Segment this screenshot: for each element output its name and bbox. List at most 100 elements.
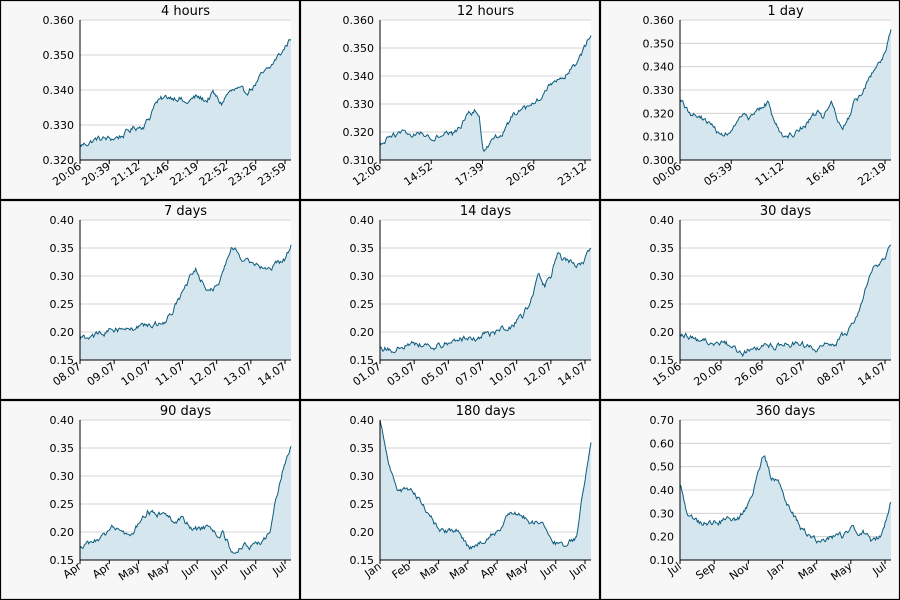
chart-title: 90 days bbox=[160, 404, 212, 419]
y-tick-label: 0.40 bbox=[50, 214, 75, 227]
series-area bbox=[680, 455, 891, 560]
chart-title: 1 day bbox=[767, 4, 804, 19]
y-tick-label: 0.320 bbox=[643, 107, 675, 120]
y-tick-label: 0.15 bbox=[350, 554, 375, 567]
series-line bbox=[79, 446, 292, 554]
y-tick-label: 0.310 bbox=[643, 131, 675, 144]
y-tick-label: 0.350 bbox=[343, 42, 375, 55]
y-tick-label: 0.25 bbox=[650, 298, 675, 311]
y-tick-label: 0.30 bbox=[50, 270, 75, 283]
y-tick-label: 0.350 bbox=[643, 37, 675, 50]
y-tick-label: 0.340 bbox=[43, 84, 75, 97]
series-area bbox=[680, 29, 891, 161]
y-tick-label: 0.25 bbox=[50, 298, 75, 311]
chart-panel: 12 hours 0.310 0.320 0.330 0.340 0.350 0.360 12… bbox=[300, 0, 600, 200]
chart-panel: 180 days 0.15 0.20 0.25 0.30 0.35 0.40 Jan Feb Ma… bbox=[300, 400, 600, 600]
y-tick-label: 0.35 bbox=[650, 242, 675, 255]
chart-svg: 1 day 0.300 0.310 0.320 0.330 0.340 0.350 0.360… bbox=[600, 0, 900, 200]
y-tick-label: 0.35 bbox=[350, 242, 375, 255]
y-tick-label: 0.320 bbox=[43, 154, 75, 167]
y-tick-label: 0.20 bbox=[650, 326, 675, 339]
chart-panel: 4 hours 0.320 0.330 0.340 0.350 0.360 20:06 20:… bbox=[0, 0, 300, 200]
y-tick-label: 0.25 bbox=[350, 498, 375, 511]
y-tick-label: 0.30 bbox=[650, 270, 675, 283]
y-tick-label: 0.360 bbox=[643, 14, 675, 27]
y-tick-label: 0.360 bbox=[343, 14, 375, 27]
chart-panel: 90 days 0.15 0.20 0.25 0.30 0.35 0.40 Apr Apr May… bbox=[0, 400, 300, 600]
y-tick-label: 0.20 bbox=[50, 526, 75, 539]
chart-panel: 360 days 0.10 0.20 0.30 0.40 0.50 0.60 0.70 Jul S… bbox=[600, 400, 900, 600]
y-tick-label: 0.30 bbox=[650, 507, 675, 520]
y-tick-label: 0.340 bbox=[643, 61, 675, 74]
y-tick-label: 0.40 bbox=[350, 214, 375, 227]
series-line bbox=[79, 38, 292, 148]
series-area bbox=[380, 35, 591, 160]
chart-title: 12 hours bbox=[457, 4, 514, 19]
series-area bbox=[80, 244, 291, 360]
y-tick-label: 0.330 bbox=[43, 119, 75, 132]
series-line bbox=[679, 455, 892, 544]
y-tick-label: 0.300 bbox=[643, 154, 675, 167]
y-tick-label: 0.340 bbox=[343, 70, 375, 83]
series-line bbox=[379, 247, 592, 354]
y-tick-label: 0.10 bbox=[650, 554, 675, 567]
series-line bbox=[679, 244, 892, 358]
y-tick-label: 0.20 bbox=[650, 531, 675, 544]
chart-title: 4 hours bbox=[161, 4, 210, 19]
chart-title: 14 days bbox=[460, 204, 512, 219]
chart-title: 360 days bbox=[756, 404, 816, 419]
series-line bbox=[679, 29, 892, 139]
y-tick-label: 0.40 bbox=[650, 214, 675, 227]
series-line bbox=[379, 35, 592, 153]
chart-panel: 14 days 0.15 0.20 0.25 0.30 0.35 0.40 01.07 03.0… bbox=[300, 200, 600, 400]
y-tick-label: 0.25 bbox=[50, 498, 75, 511]
chart-title: 7 days bbox=[164, 204, 207, 219]
series-area bbox=[80, 446, 291, 560]
series-area bbox=[80, 39, 291, 160]
y-tick-label: 0.40 bbox=[650, 484, 675, 497]
y-tick-label: 0.60 bbox=[650, 437, 675, 450]
y-tick-label: 0.50 bbox=[650, 461, 675, 474]
series-area bbox=[380, 248, 591, 360]
y-tick-label: 0.320 bbox=[343, 126, 375, 139]
y-tick-label: 0.30 bbox=[50, 470, 75, 483]
y-tick-label: 0.330 bbox=[643, 84, 675, 97]
y-tick-label: 0.310 bbox=[343, 154, 375, 167]
chart-panel: 1 day 0.300 0.310 0.320 0.330 0.340 0.350 0.360… bbox=[600, 0, 900, 200]
y-tick-label: 0.20 bbox=[350, 326, 375, 339]
y-tick-label: 0.35 bbox=[50, 242, 75, 255]
y-tick-label: 0.25 bbox=[350, 298, 375, 311]
y-tick-label: 0.15 bbox=[350, 354, 375, 367]
chart-title: 180 days bbox=[456, 404, 516, 419]
y-tick-label: 0.40 bbox=[50, 414, 75, 427]
chart-svg: 12 hours0.3100.3200.3300.3400.3500.36012… bbox=[300, 0, 600, 200]
y-tick-label: 0.15 bbox=[50, 554, 75, 567]
chart-panel: 7 days 0.15 0.20 0.25 0.30 0.35 0.40 08.07 09.07… bbox=[0, 200, 300, 400]
series-area bbox=[680, 245, 891, 360]
y-tick-label: 0.20 bbox=[50, 326, 75, 339]
series-line bbox=[379, 419, 592, 551]
chart-panel: 30 days 0.15 0.20 0.25 0.30 0.35 0.40 15.06 20.0… bbox=[600, 200, 900, 400]
series-area bbox=[380, 420, 591, 560]
y-tick-label: 0.35 bbox=[350, 442, 375, 455]
y-tick-label: 0.70 bbox=[650, 414, 675, 427]
y-tick-label: 0.30 bbox=[350, 270, 375, 283]
chart-title: 30 days bbox=[760, 204, 812, 219]
y-tick-label: 0.330 bbox=[343, 98, 375, 111]
y-tick-label: 0.15 bbox=[50, 354, 75, 367]
y-tick-label: 0.15 bbox=[650, 354, 675, 367]
y-tick-label: 0.20 bbox=[350, 526, 375, 539]
y-tick-label: 0.350 bbox=[43, 49, 75, 62]
y-tick-label: 0.35 bbox=[50, 442, 75, 455]
series-line bbox=[79, 244, 292, 340]
y-tick-label: 0.40 bbox=[350, 414, 375, 427]
y-tick-label: 0.30 bbox=[350, 470, 375, 483]
chart-svg: 4 hours0.3200.3300.3400.3500.36020:0620:… bbox=[0, 0, 300, 200]
